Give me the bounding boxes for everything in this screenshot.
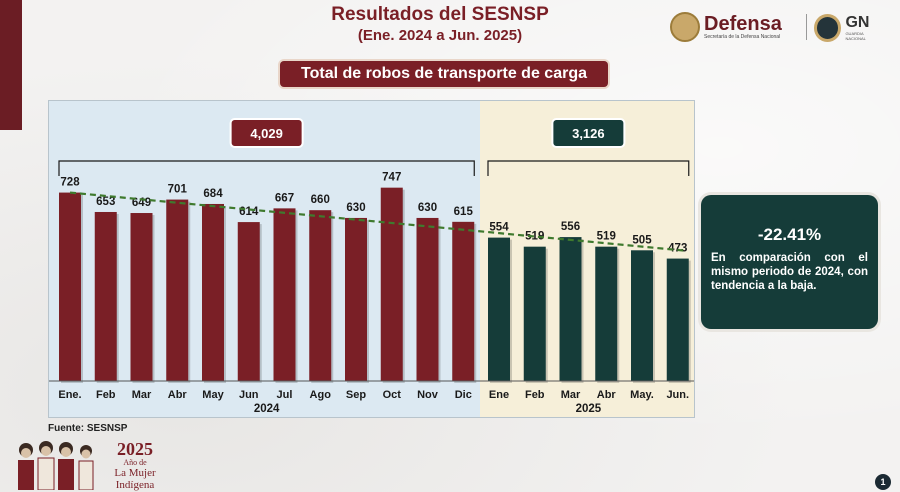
year-label: 2025 xyxy=(576,403,602,415)
defensa-logo: Defensa Secretaría de la Defensa Naciona… xyxy=(670,10,802,44)
bar-value-label: 554 xyxy=(489,222,509,234)
bar xyxy=(488,237,510,381)
page-title: Resultados del SESNSP xyxy=(331,4,549,25)
x-tick-label: Mar xyxy=(132,389,152,401)
bar xyxy=(309,210,332,381)
x-tick-label: Jun. xyxy=(666,389,689,401)
group-total-label: 3,126 xyxy=(572,126,605,141)
bar-value-label: 519 xyxy=(597,231,616,243)
year-logo-year: 2025 xyxy=(117,439,153,459)
bar-value-label: 660 xyxy=(311,194,330,206)
x-tick-label: Sep xyxy=(346,389,366,401)
x-tick-label: Jul xyxy=(277,389,293,401)
year-label: 2024 xyxy=(254,403,280,415)
bar-value-label: 728 xyxy=(60,177,80,189)
guardia-seal-icon xyxy=(814,14,842,42)
defensa-logo-subtext: Secretaría de la Defensa Nacional xyxy=(704,34,781,40)
comparison-percent: -22.41% xyxy=(757,225,822,244)
x-tick-label: Ago xyxy=(310,389,332,401)
page-subtitle: (Ene. 2024 a Jun. 2025) xyxy=(357,27,523,44)
bar xyxy=(166,199,189,381)
bar xyxy=(94,211,117,381)
bar xyxy=(452,221,475,381)
bar xyxy=(559,237,582,381)
x-tick-label: Oct xyxy=(383,389,402,401)
bar-value-label: 630 xyxy=(346,202,365,214)
bar-value-label: 701 xyxy=(168,184,188,196)
gn-logo: GN GUARDIA NACIONAL xyxy=(814,12,884,44)
comparison-box: -22.41% En comparación con el mismo peri… xyxy=(701,195,878,329)
x-tick-label: Nov xyxy=(417,389,439,401)
bar xyxy=(237,222,260,381)
bar-value-label: 684 xyxy=(203,188,223,200)
source-note: Fuente: SESNSP xyxy=(48,423,128,434)
bar xyxy=(273,208,296,381)
x-tick-label: Abr xyxy=(168,389,188,401)
x-tick-label: Feb xyxy=(96,389,116,401)
bar-value-label: 556 xyxy=(561,221,580,233)
bar xyxy=(631,250,653,381)
defensa-logo-text: Defensa xyxy=(704,13,782,35)
bar-value-label: 653 xyxy=(96,196,115,208)
group-total-box xyxy=(551,118,626,148)
group-bracket xyxy=(58,160,475,176)
x-tick-label: May xyxy=(202,389,224,401)
chart-banner: Total de robos de transporte de carga xyxy=(280,61,608,87)
bar xyxy=(59,192,81,381)
bar-value-label: 473 xyxy=(668,243,687,255)
bar xyxy=(666,258,689,381)
bar-value-label: 630 xyxy=(418,202,437,214)
bar-value-label: 747 xyxy=(382,172,401,184)
x-tick-label: Ene xyxy=(489,389,509,401)
bar xyxy=(595,246,618,381)
women-illustration-icon xyxy=(18,441,94,490)
bar-value-label: 667 xyxy=(275,192,294,204)
bar xyxy=(416,217,439,381)
comparison-description: En comparación con el mismo periodo de 2… xyxy=(711,252,868,292)
bar-value-label: 505 xyxy=(632,234,652,246)
x-tick-label: May. xyxy=(630,389,654,401)
gn-logo-subtext: GUARDIA NACIONAL xyxy=(845,31,866,41)
bar xyxy=(380,187,403,381)
x-tick-label: Mar xyxy=(561,389,581,401)
group-bracket xyxy=(487,160,690,176)
bar-chart: 728Ene.653Feb649Mar701Abr684May614Jun667… xyxy=(49,118,694,415)
gn-logo-text: GN xyxy=(845,14,870,31)
year-logo-line3: Indígena xyxy=(115,479,155,491)
year-logo-line1: Año de xyxy=(123,458,147,467)
x-tick-label: Abr xyxy=(597,389,617,401)
trendline xyxy=(69,191,684,252)
x-tick-label: Ene. xyxy=(58,389,81,401)
left-accent-strip xyxy=(0,0,22,130)
page-number: 1 xyxy=(875,474,891,490)
bar-value-label: 649 xyxy=(132,197,151,209)
bar-value-label: 615 xyxy=(454,206,474,218)
year-logo: 2025 Año de La Mujer Indígena xyxy=(100,440,170,491)
year-logo-line2: La Mujer xyxy=(114,467,156,479)
panel-2024 xyxy=(49,101,480,417)
group-total-box xyxy=(229,118,304,148)
bar xyxy=(345,217,367,381)
bar-value-label: 519 xyxy=(525,231,544,243)
bar xyxy=(130,213,153,381)
x-tick-label: Dic xyxy=(455,389,472,401)
panel-2025 xyxy=(480,101,694,417)
logo-divider xyxy=(806,14,807,40)
x-tick-label: Jun xyxy=(239,389,259,401)
bar xyxy=(202,203,224,381)
bar xyxy=(523,246,546,381)
eagle-seal-icon xyxy=(670,12,700,42)
group-total-label: 4,029 xyxy=(250,126,283,141)
chart-frame: 728 Ene. 653 Feb 649 Mar 701 Abr 684 May 614 Jun 667… xyxy=(48,100,695,418)
x-tick-label: Feb xyxy=(525,389,545,401)
